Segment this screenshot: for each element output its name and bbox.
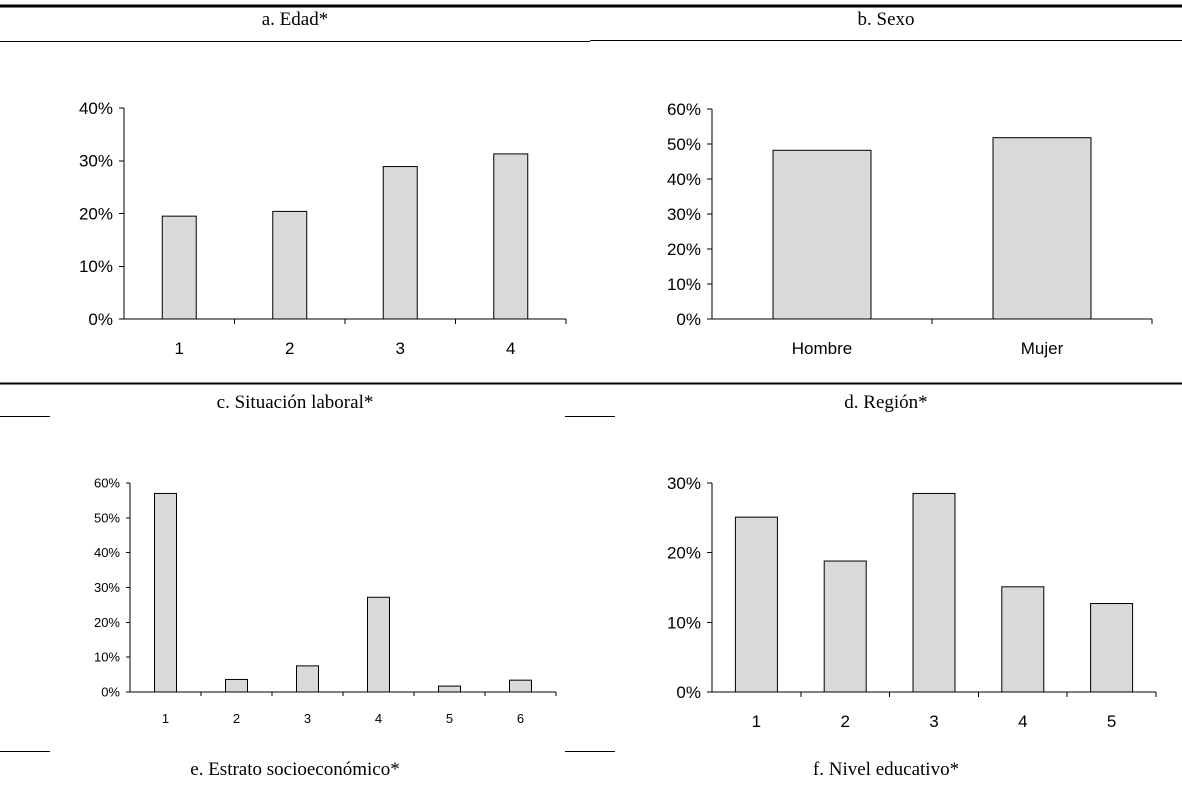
x-tick-label: 3 [396, 339, 405, 358]
panel-title-e: e. Estrato socioeconómico* [190, 759, 399, 780]
y-tick-label: 60% [667, 100, 701, 119]
x-tick-label: 4 [1018, 712, 1027, 731]
bar-a-3 [382, 166, 418, 320]
panel-title-f: f. Nivel educativo* [813, 759, 959, 780]
panel-title-a: a. Edad* [262, 9, 328, 30]
bar-b-Hombre [772, 149, 872, 320]
x-tick-label: 2 [285, 339, 294, 358]
x-tick-label: Hombre [792, 339, 852, 358]
x-tick-label: 1 [162, 711, 169, 726]
y-tick-label: 0% [88, 310, 113, 329]
y-tick-label: 40% [94, 545, 120, 560]
y-tick-label: 10% [79, 257, 113, 276]
x-tick-label: 4 [506, 339, 515, 358]
y-tick-label: 0% [676, 310, 701, 329]
x-tick-label: 4 [375, 711, 382, 726]
bar-e-6 [509, 679, 532, 693]
x-tick-label: 2 [233, 711, 240, 726]
y-tick-label: 50% [667, 135, 701, 154]
bar-a-4 [493, 153, 529, 320]
y-tick-label: 10% [667, 275, 701, 294]
y-tick-label: 20% [667, 240, 701, 259]
bar-b-Mujer [992, 137, 1092, 320]
bar-e-2 [225, 678, 248, 693]
x-tick-label: 3 [304, 711, 311, 726]
y-tick-label: 20% [79, 204, 113, 223]
x-tick-label: 1 [175, 339, 184, 358]
y-tick-label: 60% [94, 476, 120, 491]
chart-f: 0% 10% 20% 30% 1 2 3 4 5 [667, 474, 1157, 731]
x-tick-label: 3 [929, 712, 938, 731]
x-tick-label: 1 [752, 712, 761, 731]
chart-e: 0% 10% 20% 30% 40% 50% 60% 1 2 3 4 5 6 [94, 476, 557, 726]
bar-e-1 [154, 492, 177, 693]
y-tick-label: 30% [94, 580, 120, 595]
bar-f-2 [823, 560, 867, 693]
x-tick-label: 6 [517, 711, 524, 726]
bar-e-4 [367, 596, 390, 693]
chart-a: 0% 10% 20% 30% 40% 1 2 3 4 [79, 99, 567, 358]
bar-e-3 [296, 665, 319, 693]
y-tick-label: 30% [667, 205, 701, 224]
bar-f-4 [1001, 586, 1045, 693]
y-tick-label: 0% [676, 683, 701, 702]
bar-a-1 [161, 215, 197, 320]
y-tick-label: 30% [79, 152, 113, 171]
chart-b: 0% 10% 20% 30% 40% 50% 60% Hombre Mujer [667, 100, 1153, 358]
bar-f-5 [1090, 603, 1134, 693]
y-tick-label: 30% [667, 474, 701, 493]
x-tick-label: 5 [1107, 712, 1116, 731]
bar-f-3 [912, 492, 956, 693]
x-tick-label: 2 [840, 712, 849, 731]
y-tick-label: 0% [101, 685, 120, 700]
y-tick-label: 40% [667, 170, 701, 189]
x-tick-label: 5 [446, 711, 453, 726]
panel-title-b: b. Sexo [858, 9, 915, 30]
bar-e-5 [438, 685, 461, 693]
y-tick-label: 40% [79, 99, 113, 118]
y-tick-label: 20% [94, 615, 120, 630]
y-tick-label: 50% [94, 510, 120, 525]
x-tick-label: Mujer [1021, 339, 1064, 358]
bar-a-2 [272, 210, 308, 320]
panel-title-c: c. Situación laboral* [217, 392, 374, 413]
y-tick-label: 10% [94, 650, 120, 665]
y-tick-label: 10% [667, 613, 701, 632]
bar-f-1 [734, 516, 778, 693]
charts-layer: 0%10%20%30%40%1 2 3 40%10%20%30%40%50%60%Ho… [79, 99, 1157, 731]
panel-title-d: d. Región* [844, 392, 927, 413]
y-tick-label: 20% [667, 544, 701, 563]
